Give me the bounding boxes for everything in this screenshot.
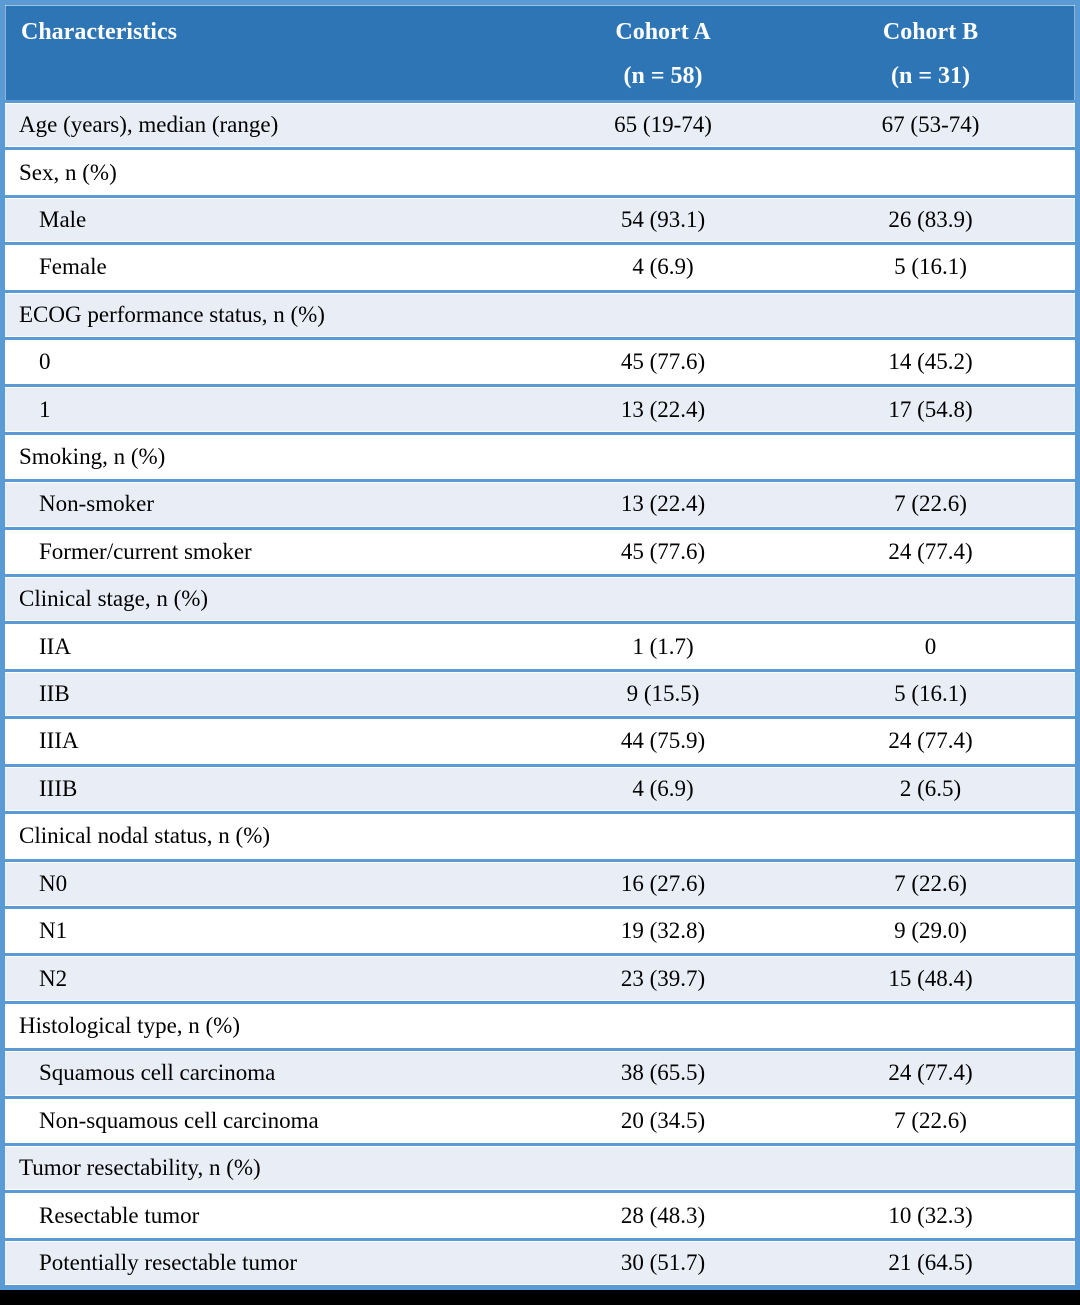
cohort-b-value: 0 <box>924 633 937 659</box>
cohort-b-value: 10 (32.3) <box>888 1202 973 1228</box>
cohort-b-value: 7 (22.6) <box>894 491 967 517</box>
row-label: Clinical nodal status, n (%) <box>19 823 271 849</box>
row-label: Non-squamous cell carcinoma <box>39 1107 319 1133</box>
cohort-a-value: 16 (27.6) <box>620 870 706 896</box>
cohort-a-value: 13 (22.4) <box>620 396 706 422</box>
table-row: IIB 9 (15.5) 5 (16.1) <box>5 668 1075 717</box>
row-label: 0 <box>39 349 51 375</box>
row-label: Former/current smoker <box>39 538 252 564</box>
row-label: N0 <box>39 870 68 896</box>
table-row: Female 4 (6.9) 5 (16.1) <box>5 242 1075 290</box>
cohort-a-sample-size: (n = 58) <box>623 63 703 89</box>
cohort-a-value: 23 (39.7) <box>620 965 706 991</box>
cohort-a-value: 13 (22.4) <box>620 491 706 517</box>
table-row: Clinical nodal status, n (%) <box>5 811 1075 859</box>
cohort-a-value: 20 (34.5) <box>620 1107 706 1133</box>
row-label: Age (years), median (range) <box>19 112 279 138</box>
row-label: 1 <box>39 396 51 422</box>
row-label: Clinical stage, n (%) <box>19 586 209 612</box>
cohort-a-value: 28 (48.3) <box>620 1202 706 1228</box>
table-row: Non-squamous cell carcinoma 20 (34.5) 7 … <box>5 1095 1075 1143</box>
row-label: IIIA <box>39 728 79 754</box>
table-row: 1 13 (22.4) 17 (54.8) <box>5 384 1075 432</box>
cohort-b-value: 26 (83.9) <box>888 207 973 233</box>
row-label: Female <box>39 254 107 280</box>
row-label: ECOG performance status, n (%) <box>19 301 325 327</box>
table-header-row: Characteristics Cohort A (n = 58) Cohort… <box>5 5 1075 100</box>
cohort-a-value: 54 (93.1) <box>620 207 706 233</box>
row-label: N2 <box>39 965 68 991</box>
cohort-a-value: 30 (51.7) <box>620 1249 706 1275</box>
row-label: Histological type, n (%) <box>19 1012 241 1038</box>
table-row: IIIA 44 (75.9) 24 (77.4) <box>5 716 1075 764</box>
table-row: N0 16 (27.6) 7 (22.6) <box>5 858 1075 906</box>
cohort-a-value: 4 (6.9) <box>632 254 694 280</box>
row-label: IIIB <box>39 775 78 801</box>
table-row: Tumor resectability, n (%) <box>5 1142 1075 1191</box>
cohort-b-value: 5 (16.1) <box>894 681 967 707</box>
table-body: Age (years), median (range) 65 (19-74) 6… <box>5 100 1075 1286</box>
row-label: N1 <box>39 918 68 944</box>
cohort-b-value: 24 (77.4) <box>888 538 973 564</box>
row-label: Male <box>39 207 87 233</box>
cohort-b-value: 7 (22.6) <box>894 870 967 896</box>
table-row: Sex, n (%) <box>5 147 1075 195</box>
table-row: Smoking, n (%) <box>5 431 1075 480</box>
table-row: IIA 1 (1.7) 0 <box>5 621 1075 669</box>
cohort-b-value: 7 (22.6) <box>894 1107 967 1133</box>
table-row: ECOG performance status, n (%) <box>5 289 1075 338</box>
cohort-b-name: Cohort B <box>882 19 979 45</box>
table-row: Resectable tumor 28 (48.3) 10 (32.3) <box>5 1190 1075 1238</box>
column-header-cohort-a: Cohort A (n = 58) <box>540 5 786 100</box>
row-label: Non-smoker <box>39 491 154 517</box>
cohort-a-value: 44 (75.9) <box>620 728 706 754</box>
table-row: Squamous cell carcinoma 38 (65.5) 24 (77… <box>5 1048 1075 1096</box>
table-row: Former/current smoker 45 (77.6) 24 (77.4… <box>5 526 1075 575</box>
row-label: Tumor resectability, n (%) <box>19 1155 261 1181</box>
cohort-a-value: 1 (1.7) <box>632 633 694 659</box>
cohort-b-value: 2 (6.5) <box>899 775 962 801</box>
table-row: Age (years), median (range) 65 (19-74) 6… <box>5 100 1075 148</box>
table-row: Clinical stage, n (%) <box>5 574 1075 622</box>
cohort-a-value: 45 (77.6) <box>620 349 706 375</box>
cohort-b-value: 24 (77.4) <box>888 1060 973 1086</box>
table-row: IIIB 4 (6.9) 2 (6.5) <box>5 763 1075 812</box>
cohort-b-value: 14 (45.2) <box>888 349 973 375</box>
column-header-cohort-b: Cohort B (n = 31) <box>786 5 1075 100</box>
row-label: Sex, n (%) <box>19 159 117 185</box>
table-row: Histological type, n (%) <box>5 1000 1075 1049</box>
cohort-a-value: 65 (19-74) <box>614 112 712 138</box>
table-row: N1 19 (32.8) 9 (29.0) <box>5 905 1075 954</box>
cohort-b-value: 15 (48.4) <box>888 965 973 991</box>
cohort-b-value: 9 (29.0) <box>894 918 967 944</box>
row-label: Potentially resectable tumor <box>39 1249 298 1275</box>
row-label: Squamous cell carcinoma <box>39 1060 276 1086</box>
cohort-b-value: 21 (64.5) <box>888 1249 973 1275</box>
cohort-a-value: 19 (32.8) <box>620 918 706 944</box>
column-header-characteristics: Characteristics <box>21 19 177 45</box>
cohort-b-sample-size: (n = 31) <box>891 63 971 89</box>
cohort-a-value: 45 (77.6) <box>620 538 706 564</box>
bottom-black-bar <box>0 1290 1080 1305</box>
cohort-a-value: 38 (65.5) <box>620 1060 706 1086</box>
table-row: 0 45 (77.6) 14 (45.2) <box>5 337 1075 385</box>
cohort-b-value: 67 (53-74) <box>881 112 980 138</box>
table-row: Non-smoker 13 (22.4) 7 (22.6) <box>5 479 1075 527</box>
cohort-b-value: 5 (16.1) <box>894 254 967 280</box>
row-label: IIA <box>39 633 71 659</box>
cohort-b-value: 17 (54.8) <box>888 396 973 422</box>
cohort-a-value: 9 (15.5) <box>626 681 700 707</box>
row-label: Smoking, n (%) <box>19 444 166 470</box>
row-label: Resectable tumor <box>39 1202 200 1228</box>
cohort-b-value: 24 (77.4) <box>888 728 973 754</box>
table-row: N2 23 (39.7) 15 (48.4) <box>5 953 1075 1001</box>
table-row: Potentially resectable tumor 30 (51.7) 2… <box>5 1237 1075 1286</box>
cohort-a-value: 4 (6.9) <box>632 775 694 801</box>
cohort-a-name: Cohort A <box>615 19 711 45</box>
table-row: Male 54 (93.1) 26 (83.9) <box>5 194 1075 243</box>
row-label: IIB <box>39 681 70 707</box>
